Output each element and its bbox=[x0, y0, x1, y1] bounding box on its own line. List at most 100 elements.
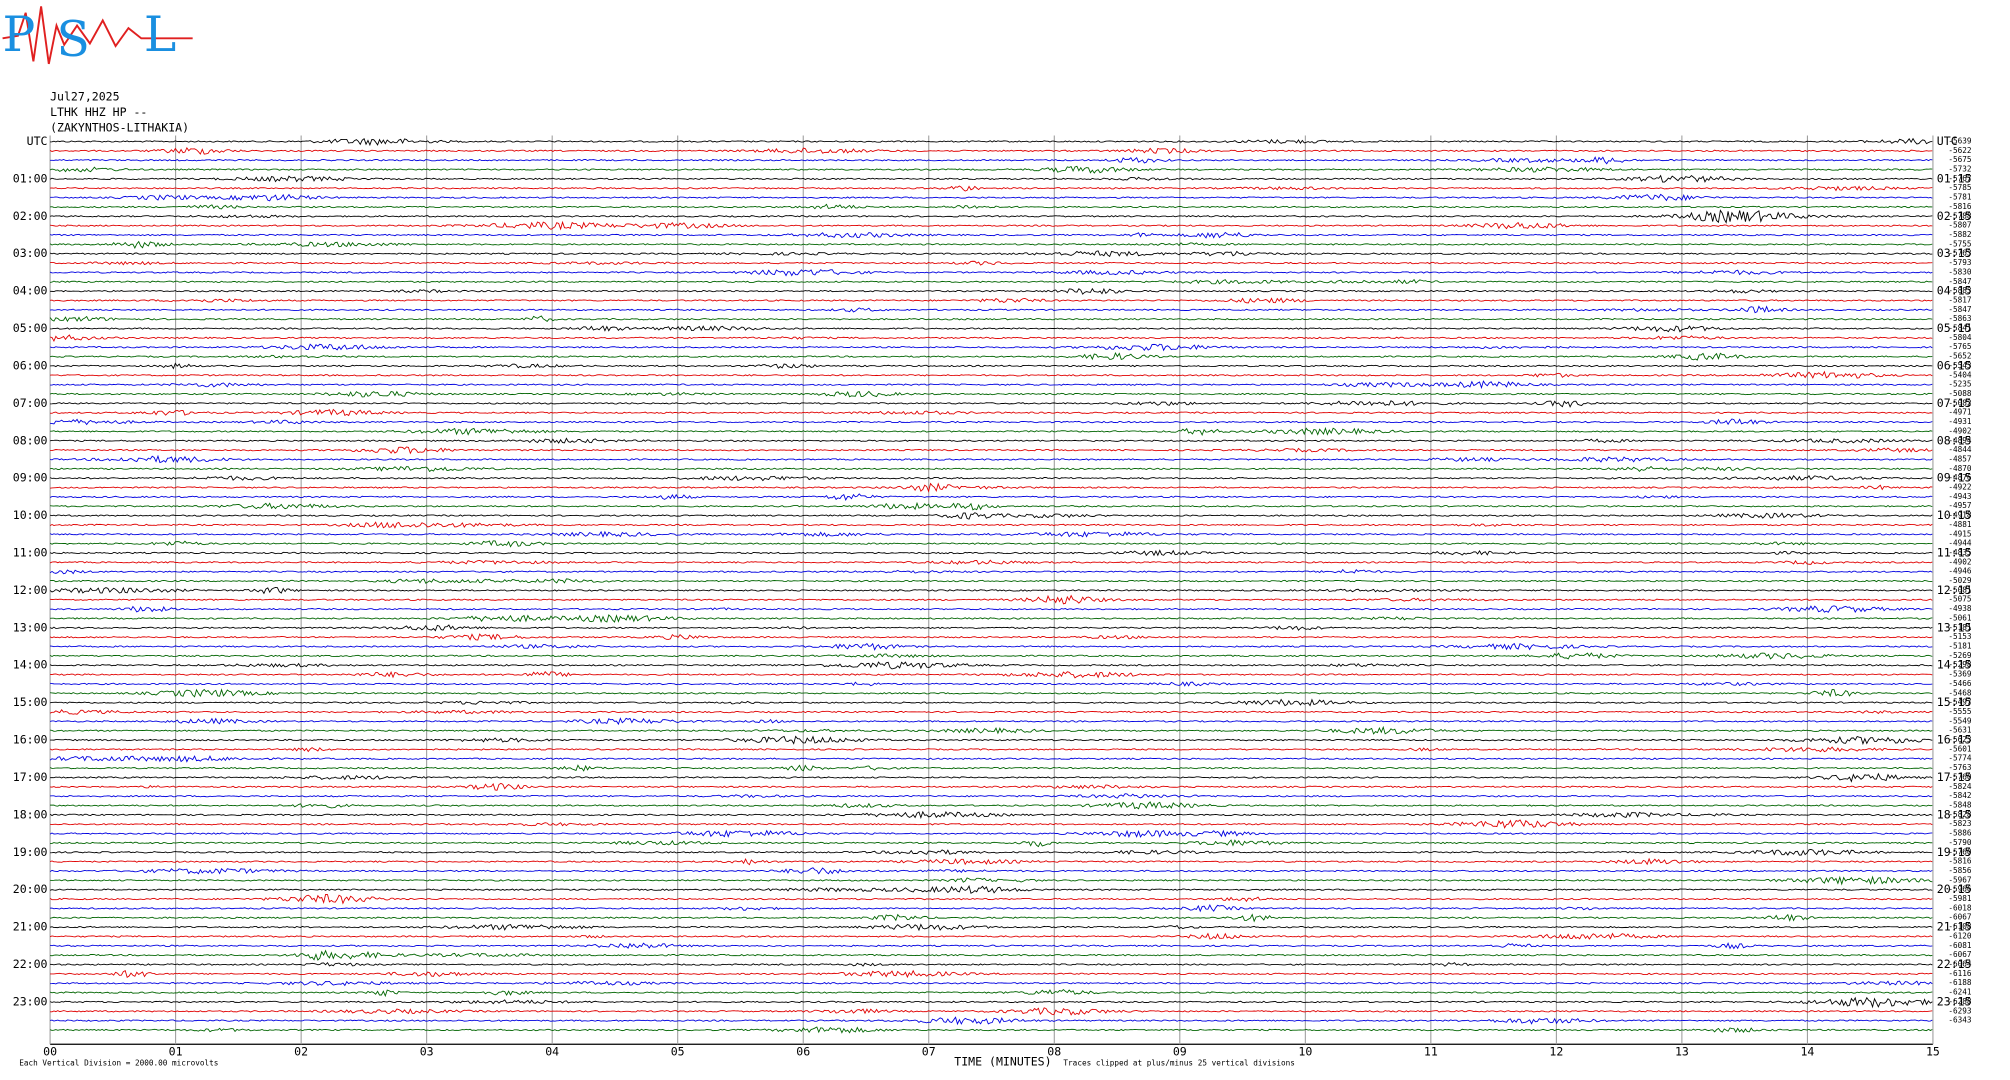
trace bbox=[50, 961, 1933, 967]
trace bbox=[50, 698, 1933, 707]
trace-offset: -4946 bbox=[1948, 567, 1972, 576]
trace-offset: -6343 bbox=[1948, 1016, 1972, 1025]
x-tick-label: 06 bbox=[796, 1044, 810, 1058]
trace bbox=[49, 764, 1933, 772]
trace-offset: -5790 bbox=[1948, 838, 1972, 847]
trace-offset: -4844 bbox=[1948, 445, 1972, 454]
trace bbox=[49, 315, 1933, 323]
trace-offset: -5075 bbox=[1948, 595, 1971, 604]
trace-offset: -5774 bbox=[1948, 754, 1972, 763]
trace bbox=[49, 1026, 1933, 1034]
trace-offset: -5153 bbox=[1948, 632, 1972, 641]
x-tick-label: 12 bbox=[1549, 1044, 1563, 1058]
trace bbox=[50, 287, 1933, 295]
trace bbox=[50, 325, 1933, 333]
trace-offset: -5081 bbox=[1948, 585, 1972, 594]
trace bbox=[50, 819, 1933, 829]
trace bbox=[49, 493, 1933, 502]
trace-offset: -5804 bbox=[1948, 333, 1972, 342]
trace-offset: -5788 bbox=[1948, 211, 1972, 220]
trace-offset: -4902 bbox=[1948, 426, 1971, 435]
trace bbox=[49, 165, 1933, 174]
trace-offset: -6064 bbox=[1948, 960, 1972, 969]
trace-offset: -4902 bbox=[1948, 557, 1971, 566]
hour-label: 12:00 bbox=[13, 583, 48, 597]
trace bbox=[49, 549, 1933, 557]
x-tick-label: 08 bbox=[1047, 1044, 1061, 1058]
trace-offset: -5886 bbox=[1948, 829, 1972, 838]
trace-offset: -6241 bbox=[1948, 988, 1972, 997]
trace-offset: -5631 bbox=[1948, 726, 1972, 735]
hour-label: 23:15 bbox=[1937, 994, 1972, 1008]
hour-label: 07:15 bbox=[1937, 396, 1972, 410]
trace bbox=[49, 913, 1933, 923]
trace bbox=[50, 725, 1933, 735]
trace bbox=[50, 482, 1933, 493]
hour-label: 16:00 bbox=[13, 733, 48, 747]
hour-label: 19:15 bbox=[1937, 845, 1972, 859]
trace-offset: -5807 bbox=[1948, 221, 1972, 230]
trace bbox=[50, 772, 1933, 783]
hour-label: 22:15 bbox=[1937, 957, 1972, 971]
trace-offset: -5601 bbox=[1948, 744, 1972, 753]
trace bbox=[50, 688, 1933, 698]
trace-offset: -5847 bbox=[1948, 277, 1972, 286]
hour-label: 10:00 bbox=[13, 508, 48, 522]
hour-label: 17:00 bbox=[13, 770, 48, 784]
trace bbox=[49, 894, 1933, 905]
hour-label: UTC bbox=[1937, 134, 1958, 148]
hour-label: 09:00 bbox=[13, 471, 48, 485]
trace-offset: -5181 bbox=[1948, 623, 1972, 632]
trace-offset: -4918 bbox=[1948, 511, 1972, 520]
trace bbox=[50, 848, 1933, 856]
trace-offset: -6293 bbox=[1948, 1006, 1972, 1015]
trace-offset: -5966 bbox=[1948, 885, 1972, 894]
trace bbox=[49, 231, 1933, 239]
location: (ZAKYNTHOS-LITHAKIA) bbox=[50, 120, 189, 134]
trace bbox=[50, 578, 1933, 584]
trace-offset: -4957 bbox=[1948, 501, 1972, 510]
hour-label: 14:15 bbox=[1937, 658, 1972, 672]
trace bbox=[49, 209, 1933, 224]
trace-offset: -5760 bbox=[1948, 772, 1972, 781]
trace bbox=[50, 408, 1933, 417]
date: Jul27,2025 bbox=[50, 90, 120, 104]
trace bbox=[49, 174, 1933, 183]
x-tick-label: 13 bbox=[1675, 1044, 1689, 1058]
hour-label: 21:00 bbox=[13, 920, 48, 934]
trace-offset: -5763 bbox=[1948, 763, 1972, 772]
x-tick-label: 10 bbox=[1298, 1044, 1312, 1058]
trace bbox=[50, 137, 1933, 147]
x-tick-label: 05 bbox=[671, 1044, 685, 1058]
hour-label: 04:15 bbox=[1937, 284, 1972, 298]
trace-offset: -4835 bbox=[1948, 548, 1971, 557]
trace-offset: -4881 bbox=[1948, 520, 1972, 529]
trace bbox=[50, 681, 1933, 687]
trace-offset: -5793 bbox=[1948, 258, 1972, 267]
trace bbox=[50, 454, 1933, 464]
hour-label: 05:00 bbox=[13, 321, 48, 335]
hour-label: UTC bbox=[27, 134, 48, 148]
trace bbox=[49, 624, 1933, 632]
trace-offset: -5061 bbox=[1948, 613, 1972, 622]
trace-offset: -6116 bbox=[1948, 969, 1972, 978]
trace-offset: -5029 bbox=[1948, 576, 1972, 585]
trace bbox=[49, 661, 1933, 670]
trace-offset: -6018 bbox=[1948, 903, 1972, 912]
trace-offset: -4938 bbox=[1948, 604, 1972, 613]
trace bbox=[50, 969, 1933, 979]
trace bbox=[49, 746, 1933, 753]
trace-offset: -5842 bbox=[1948, 791, 1971, 800]
trace bbox=[49, 652, 1933, 660]
trace-offset: -5088 bbox=[1948, 389, 1972, 398]
trace-offset: -5765 bbox=[1948, 342, 1971, 351]
trace-offset: -4971 bbox=[1948, 408, 1972, 417]
hour-label: 08:15 bbox=[1937, 433, 1972, 447]
trace-offset: -6120 bbox=[1948, 931, 1972, 940]
trace bbox=[50, 380, 1933, 390]
trace bbox=[49, 568, 1933, 575]
trace-offset: -5785 bbox=[1948, 183, 1971, 192]
hour-label: 20:15 bbox=[1937, 882, 1972, 896]
trace-offset: -5555 bbox=[1948, 707, 1971, 716]
trace bbox=[49, 755, 1933, 763]
